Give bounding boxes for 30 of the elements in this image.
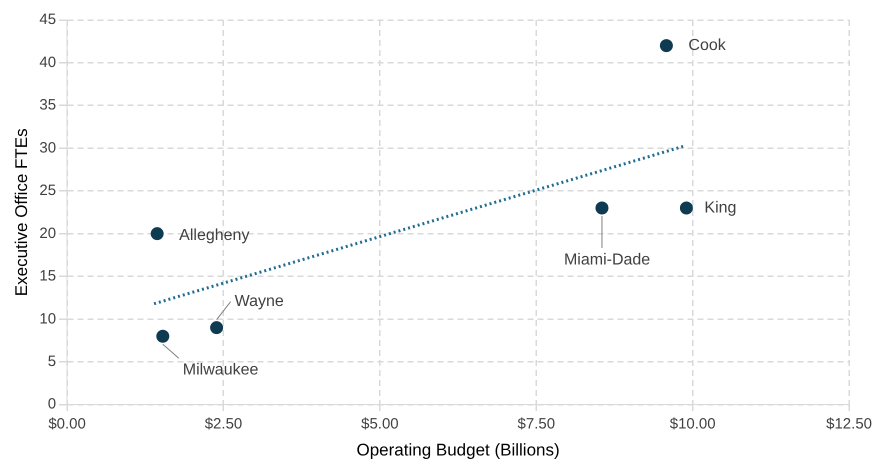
y-axis-title: Executive Office FTEs xyxy=(12,128,31,296)
y-tick-label: 20 xyxy=(39,224,56,242)
y-tick-label: 45 xyxy=(39,11,56,28)
point xyxy=(150,227,164,240)
x-tick-label: $5.00 xyxy=(361,416,399,433)
annotation: Cook xyxy=(688,37,727,54)
y-tick-label: 0 xyxy=(48,396,56,413)
y-tick-label: 15 xyxy=(39,268,56,285)
annotation: Wayne xyxy=(234,293,284,310)
y-tick-label: 10 xyxy=(39,310,56,328)
x-tick-label: $7.50 xyxy=(517,416,556,433)
point xyxy=(210,321,224,334)
annotation: King xyxy=(704,199,736,216)
y-tick-label: 5 xyxy=(48,353,56,370)
y-tick-label: 30 xyxy=(39,139,56,156)
y-tick-label: 40 xyxy=(39,54,56,71)
point xyxy=(156,330,170,343)
annotation: Milwaukee xyxy=(182,362,258,379)
point xyxy=(595,202,608,215)
x-tick-label: $2.50 xyxy=(204,416,242,433)
annotation: Miami-Dade xyxy=(564,251,650,268)
annotation: Allegheny xyxy=(179,227,250,244)
y-tick-label: 35 xyxy=(39,96,56,114)
y-tick-label: 25 xyxy=(39,182,56,200)
x-axis-title: Operating Budget (Billions) xyxy=(356,440,560,460)
point xyxy=(680,202,693,215)
x-tick-label: $10.00 xyxy=(670,416,716,433)
x-tick-label: $12.50 xyxy=(826,416,872,433)
point xyxy=(660,39,673,52)
x-tick-label: $0.00 xyxy=(48,416,86,433)
